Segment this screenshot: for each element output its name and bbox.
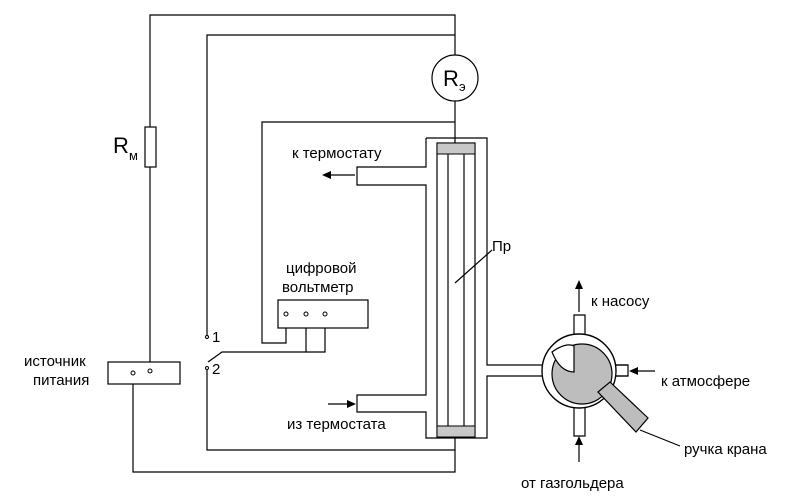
label-valve-handle: ручка крана [684,441,767,458]
label-rm-sub: м [129,148,138,163]
power-source-box [107,361,181,385]
sample-tube [436,142,476,438]
label-switch-1: 1 [212,329,220,346]
wire-bottom-loop [206,370,456,451]
label-pr: Пр [492,238,511,255]
valve-channel [551,344,575,373]
wire-voltmeter-loop [261,121,455,344]
label-source-1: источник [24,353,86,370]
wire-outer-loop [149,14,456,127]
label-voltmeter-2: вольтметр [282,279,353,296]
label-to-pump: к насосу [591,293,650,310]
pointer-pr [454,249,493,284]
label-to-atmosphere: к атмосфере [661,373,750,390]
wire-inner-loop [206,34,455,337]
wire-voltmeter-to-switch [207,316,307,363]
label-voltmeter-1: цифровой [286,260,357,277]
valve-pipe-top [573,314,586,350]
label-re-sub: э [459,79,466,94]
valve-handle [597,381,649,433]
label-re: R [443,66,459,91]
label-to-thermostat: к термостату [292,145,382,162]
resistor-rm [144,126,157,168]
pointer-handle [639,429,681,447]
label-source-2: питания [33,372,89,389]
wire-source-bottom [132,372,456,473]
valve-pipe-bottom [573,400,586,437]
electrode-bottom [436,425,476,438]
label-from-gasholder: от газгольдера [521,475,624,492]
resistor-re-circle [431,54,479,102]
electrode-top [436,142,476,155]
label-rm: R [113,133,129,158]
label-switch-2: 2 [212,361,220,378]
label-from-thermostat: из термостата [287,416,386,433]
